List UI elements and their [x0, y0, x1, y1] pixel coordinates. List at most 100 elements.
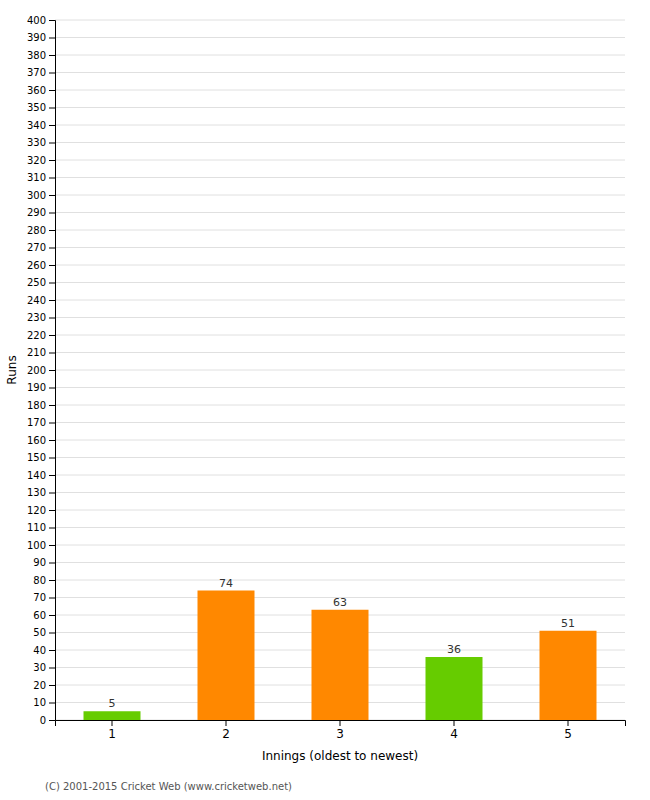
tick-label: 90 — [33, 557, 46, 568]
grid — [55, 20, 625, 720]
grid-line — [55, 37, 625, 38]
tick-mark — [49, 528, 55, 529]
tick: 40 — [33, 645, 55, 656]
tick-label: 280 — [27, 225, 46, 236]
tick-mark — [49, 563, 55, 564]
tick-label: 1 — [108, 727, 116, 741]
tick: 120 — [27, 505, 55, 516]
data-label: 36 — [447, 643, 461, 656]
grid-line — [55, 142, 625, 143]
tick: 0 — [40, 715, 55, 726]
tick-mark — [454, 720, 455, 726]
tick: 220 — [27, 330, 55, 341]
bar — [540, 631, 597, 720]
grid-line — [55, 282, 625, 283]
tick: 370 — [27, 67, 55, 78]
tick: 10 — [33, 697, 55, 708]
tick: 340 — [27, 120, 55, 131]
tick-label: 170 — [27, 417, 46, 428]
tick-mark — [49, 55, 55, 56]
tick-mark — [49, 318, 55, 319]
grid-line — [55, 265, 625, 266]
grid-line — [55, 405, 625, 406]
tick-mark — [49, 283, 55, 284]
tick-mark — [49, 493, 55, 494]
grid-line — [55, 107, 625, 108]
tick-label: 140 — [27, 470, 46, 481]
tick-label: 400 — [27, 15, 46, 26]
tick-mark — [49, 580, 55, 581]
tick: 360 — [27, 85, 55, 96]
tick: 110 — [27, 522, 55, 533]
tick: 350 — [27, 102, 55, 113]
tick-label: 210 — [27, 347, 46, 358]
tick-mark — [49, 423, 55, 424]
tick-label: 190 — [27, 382, 46, 393]
grid-line — [55, 475, 625, 476]
tick-label: 20 — [33, 680, 46, 691]
tick: 130 — [27, 487, 55, 498]
tick-label: 40 — [33, 645, 46, 656]
tick-mark — [49, 265, 55, 266]
tick-mark — [226, 720, 227, 726]
tick-label: 250 — [27, 277, 46, 288]
tick: 140 — [27, 470, 55, 481]
chart: 0102030405060708090100110120130140150160… — [0, 0, 650, 800]
grid-line — [55, 440, 625, 441]
tick: 160 — [27, 435, 55, 446]
tick: 2 — [222, 720, 230, 741]
tick-label: 260 — [27, 260, 46, 271]
tick: 240 — [27, 295, 55, 306]
tick: 50 — [33, 627, 55, 638]
data-label: 74 — [219, 577, 233, 590]
tick-label: 370 — [27, 67, 46, 78]
tick-label: 0 — [40, 715, 46, 726]
grid-line — [55, 212, 625, 213]
tick-mark — [49, 20, 55, 21]
tick-mark — [49, 300, 55, 301]
tick: 180 — [27, 400, 55, 411]
tick-mark — [49, 475, 55, 476]
tick-mark — [49, 440, 55, 441]
tick-label: 350 — [27, 102, 46, 113]
tick: 1 — [108, 720, 116, 741]
grid-line — [55, 177, 625, 178]
tick-mark — [49, 615, 55, 616]
tick-mark — [49, 160, 55, 161]
tick-label: 270 — [27, 242, 46, 253]
tick-mark — [49, 650, 55, 651]
tick-label: 180 — [27, 400, 46, 411]
tick-mark — [49, 248, 55, 249]
grid-line — [55, 370, 625, 371]
tick-mark — [49, 90, 55, 91]
footer: (C) 2001-2015 Cricket Web (www.cricketwe… — [45, 781, 292, 792]
bar — [198, 591, 255, 721]
grid-line — [55, 55, 625, 56]
tick: 60 — [33, 610, 55, 621]
tick-mark — [49, 353, 55, 354]
grid-line — [55, 580, 625, 581]
tick: 280 — [27, 225, 55, 236]
tick-label: 70 — [33, 592, 46, 603]
tick-mark — [49, 668, 55, 669]
tick-mark — [49, 633, 55, 634]
tick: 380 — [27, 50, 55, 61]
tick-label: 110 — [27, 522, 46, 533]
tick: 100 — [27, 540, 55, 551]
tick-mark — [49, 125, 55, 126]
tick-label: 4 — [450, 727, 458, 741]
bars — [84, 591, 597, 721]
tick-mark — [112, 720, 113, 726]
tick: 190 — [27, 382, 55, 393]
tick: 200 — [27, 365, 55, 376]
grid-line — [55, 335, 625, 336]
x-axis-title: Innings (oldest to newest) — [262, 749, 418, 763]
tick-label: 290 — [27, 207, 46, 218]
tick: 320 — [27, 155, 55, 166]
tick: 390 — [27, 32, 55, 43]
tick-mark — [49, 545, 55, 546]
tick: 90 — [33, 557, 55, 568]
tick-label: 2 — [222, 727, 230, 741]
tick-label: 340 — [27, 120, 46, 131]
grid-line — [55, 125, 625, 126]
